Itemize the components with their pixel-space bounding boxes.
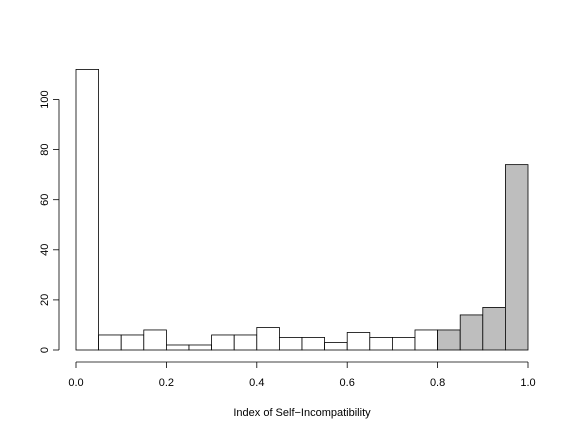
histogram-bar — [459, 314, 484, 351]
histogram-bar — [504, 164, 529, 351]
histogram-bar — [143, 329, 167, 351]
histogram-bar — [324, 342, 348, 351]
y-tick-label: 60 — [39, 194, 51, 206]
histogram-bar — [391, 337, 416, 351]
histogram-bar — [278, 337, 303, 351]
histogram-bars — [75, 69, 529, 351]
histogram-bar — [233, 334, 258, 351]
histogram-bar — [301, 337, 326, 351]
y-tick-label: 20 — [39, 294, 51, 306]
y-tick-label: 0 — [39, 347, 51, 353]
x-tick-label: 0.8 — [430, 377, 445, 389]
histogram-bar — [256, 327, 280, 351]
histogram-bar — [165, 344, 190, 351]
x-tick-label: 0.0 — [68, 377, 83, 389]
x-tick-label: 1.0 — [520, 377, 535, 389]
y-tick-label: 40 — [39, 244, 51, 256]
y-tick-label: 80 — [39, 143, 51, 155]
histogram-bar — [98, 334, 122, 351]
histogram-bar — [75, 69, 100, 351]
histogram-bar — [211, 334, 235, 351]
x-axis-title: Index of Self−Incompatibility — [233, 407, 371, 419]
y-axis: 0 20 40 60 80 100 — [39, 90, 60, 353]
x-tick-label: 0.6 — [340, 377, 355, 389]
histogram-bar — [482, 307, 506, 351]
y-tick-label: 100 — [39, 90, 51, 108]
histogram-bar — [414, 329, 439, 351]
x-axis: 0.0 0.2 0.4 0.6 0.8 1.0 — [68, 361, 536, 389]
histogram-bar — [188, 344, 213, 351]
x-tick-label: 0.4 — [249, 377, 264, 389]
histogram-bar — [346, 332, 371, 351]
x-tick-label: 0.2 — [159, 377, 174, 389]
histogram-bar — [120, 334, 145, 351]
histogram-bar — [369, 337, 393, 351]
histogram-bar — [437, 329, 461, 351]
